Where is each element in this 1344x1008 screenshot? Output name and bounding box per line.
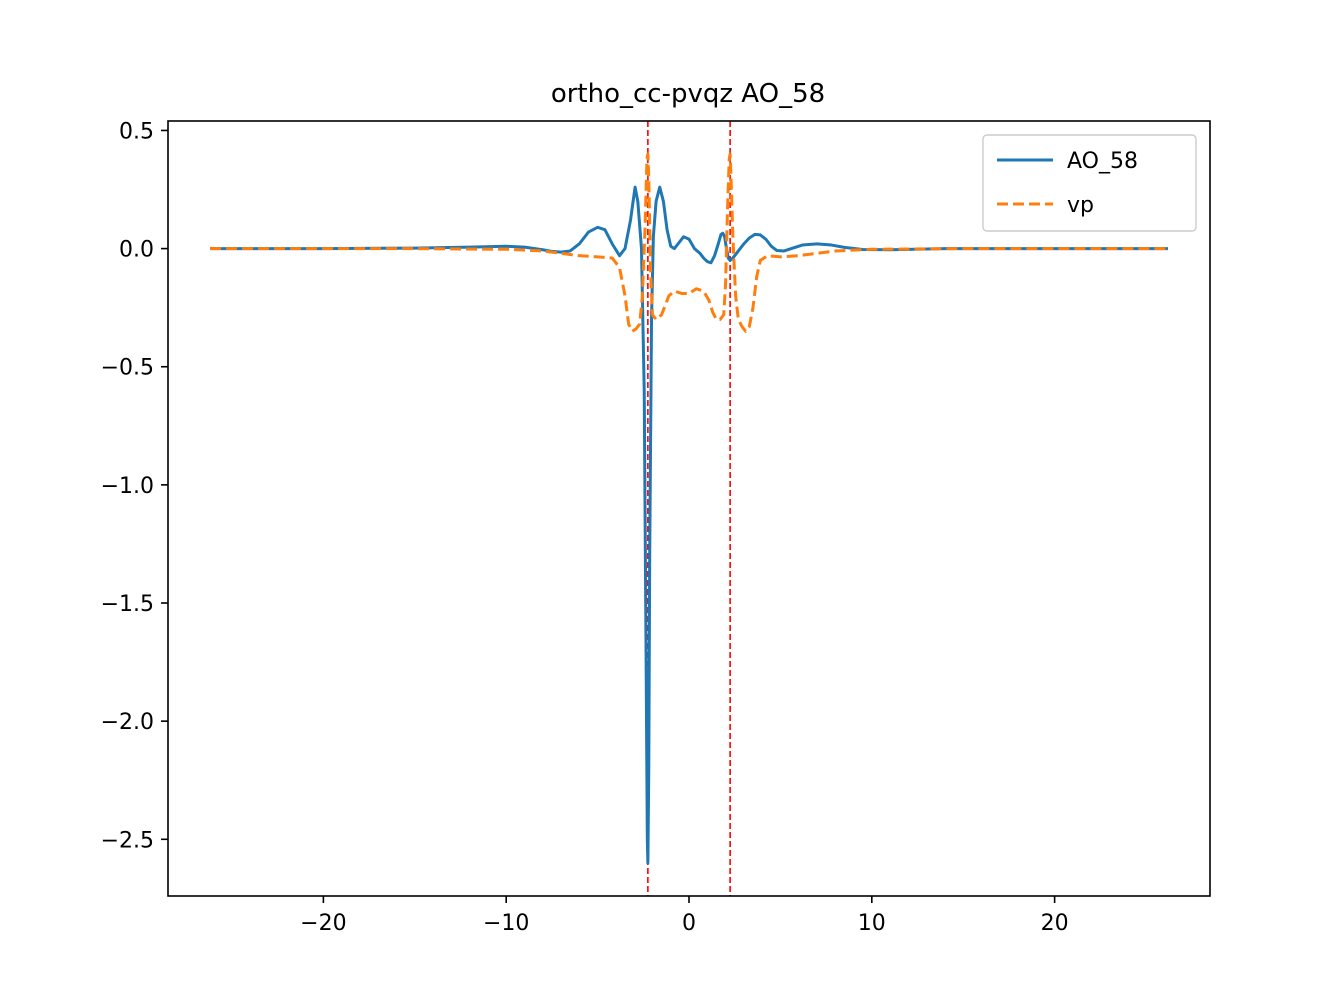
x-tick-label: 10	[858, 911, 886, 936]
series-line-vp	[210, 152, 1168, 333]
y-tick-label: −0.5	[101, 356, 154, 381]
series-line-ao-58	[210, 185, 1168, 865]
legend-label-ao-58: AO_58	[1067, 149, 1138, 174]
y-tick-label: 0.0	[119, 238, 154, 263]
x-tick-label: −10	[483, 911, 529, 936]
y-tick-label: −1.5	[101, 592, 154, 617]
x-axis: −20 −10 0 10 20	[300, 896, 1069, 936]
y-tick-label: −2.5	[101, 828, 154, 853]
y-tick-label: −1.0	[101, 474, 154, 499]
legend-label-vp: vp	[1067, 193, 1094, 218]
y-axis: 0.5 0.0 −0.5 −1.0 −1.5 −2.0 −2.5	[101, 119, 168, 853]
y-tick-label: 0.5	[119, 119, 154, 144]
y-tick-label: −2.0	[101, 710, 154, 735]
x-tick-label: 0	[682, 911, 696, 936]
plot-area	[210, 121, 1168, 896]
x-tick-label: 20	[1041, 911, 1069, 936]
x-tick-label: −20	[300, 911, 346, 936]
chart-title: ortho_cc-pvqz AO_58	[551, 79, 825, 109]
